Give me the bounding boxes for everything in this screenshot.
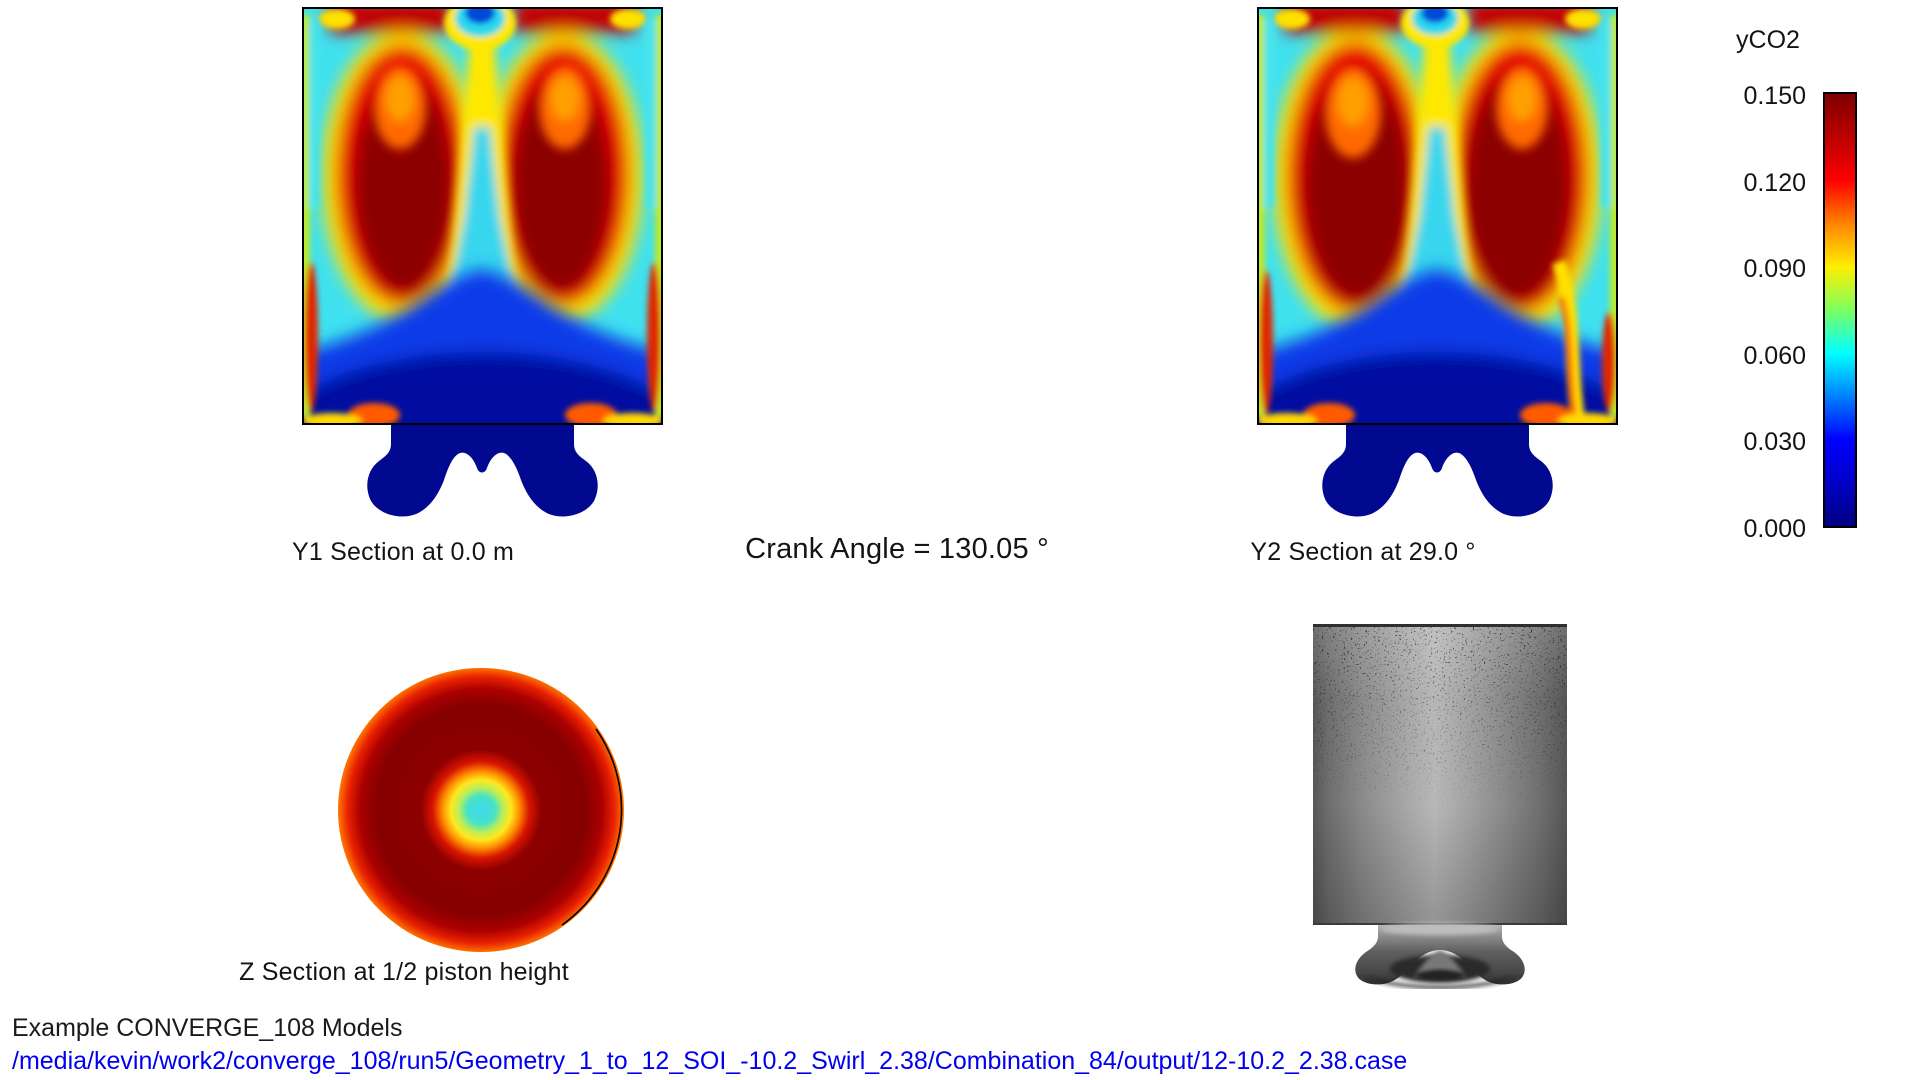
footer-title: Example CONVERGE_108 Models <box>12 1014 403 1042</box>
colorbar-tick: 0.060 <box>1743 342 1806 370</box>
y1-section-label: Y1 Section at 0.0 m <box>292 538 514 566</box>
colorbar-tick: 0.000 <box>1743 515 1806 543</box>
footer-case-path: /media/kevin/work2/converge_108/run5/Geo… <box>12 1047 1408 1075</box>
crank-angle-label: Crank Angle = 130.05 ° <box>745 533 1049 565</box>
colorbar-tick: 0.150 <box>1743 82 1806 110</box>
colorbar-tick: 0.120 <box>1743 169 1806 197</box>
y2-piston-bowl-shape <box>1322 423 1553 517</box>
z-section-label: Z Section at 1/2 piston height <box>239 958 569 986</box>
z-section-outline-arc <box>561 728 623 926</box>
geometry-3d-render <box>1313 624 1567 989</box>
z-section-plot <box>338 668 624 952</box>
footer-annotation: Example CONVERGE_108 Models /media/kevin… <box>12 1012 1407 1078</box>
y1-piston-bowl-shape <box>367 423 598 517</box>
colorbar-gradient <box>1823 92 1857 528</box>
y2-section-label: Y2 Section at 29.0 ° <box>1250 538 1476 566</box>
y2-section-plot <box>1257 7 1618 517</box>
colorbar-title: yCO2 <box>1736 26 1800 54</box>
colorbar-tick: 0.090 <box>1743 255 1806 283</box>
colorbar-tick: 0.030 <box>1743 428 1806 456</box>
y1-section-plot <box>302 7 663 517</box>
